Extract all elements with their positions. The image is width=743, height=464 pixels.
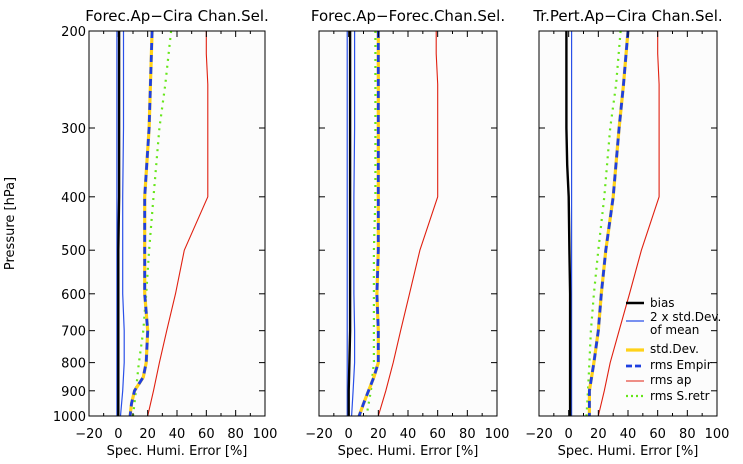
x-tick-label: 20	[139, 427, 156, 442]
x-tick-label: 40	[400, 427, 417, 442]
x-tick-label: 0	[114, 427, 122, 442]
x-tick-label: 40	[620, 427, 637, 442]
x-tick-label: −20	[75, 427, 102, 442]
y-tick-label: 500	[61, 244, 86, 259]
x-tick-label: −20	[525, 427, 552, 442]
x-tick-label: 20	[590, 427, 607, 442]
series-line	[119, 31, 125, 417]
x-tick-label: 100	[705, 427, 730, 442]
x-tick-label: 60	[198, 427, 215, 442]
panel-title: Forec.Ap−Cira Chan.Sel.	[85, 7, 269, 25]
x-tick-label: 0	[565, 427, 573, 442]
x-tick-label: 40	[169, 427, 186, 442]
x-tick-label: 0	[345, 427, 353, 442]
x-tick-label: −20	[305, 427, 332, 442]
series-line	[365, 31, 377, 417]
series-line	[128, 30, 154, 417]
plot-area	[319, 31, 497, 416]
legend-label: of mean	[650, 323, 699, 337]
x-tick-label: 100	[485, 427, 510, 442]
legend-label: rms ap	[650, 373, 691, 387]
panel-title: Tr.Pert.Ap−Cira Chan.Sel.	[532, 7, 722, 25]
series-line	[347, 31, 352, 416]
x-tick-label: 80	[227, 427, 244, 442]
legend-label: std.Dev.	[650, 342, 699, 356]
y-axis-label: Pressure [hPa]	[3, 177, 18, 270]
y-tick-label: 600	[61, 288, 86, 303]
y-tick-label: 300	[61, 122, 86, 137]
x-tick-label: 20	[370, 427, 387, 442]
y-tick-label: 1000	[53, 410, 86, 425]
legend-label: bias	[650, 296, 675, 310]
y-tick-label: 400	[61, 191, 86, 206]
x-axis-label: Spec. Humi. Error [%]	[107, 444, 248, 459]
x-tick-label: 60	[429, 427, 446, 442]
x-tick-label: 80	[679, 427, 696, 442]
y-tick-label: 800	[61, 357, 86, 372]
legend-label: rms Empir	[650, 358, 712, 372]
x-axis-label: Spec. Humi. Error [%]	[338, 444, 479, 459]
series-line	[147, 31, 209, 417]
x-axis-label: Spec. Humi. Error [%]	[558, 444, 699, 459]
series-line	[357, 31, 380, 417]
x-tick-label: 80	[459, 427, 476, 442]
series-line	[597, 31, 660, 417]
series-line	[351, 31, 356, 417]
x-tick-label: 100	[253, 427, 278, 442]
panel-title: Forec.Ap−Forec.Chan.Sel.	[311, 7, 505, 25]
series-line	[588, 30, 630, 416]
series-line	[117, 31, 121, 416]
y-tick-label: 900	[61, 385, 86, 400]
y-tick-label: 700	[61, 325, 86, 340]
x-tick-label: 60	[649, 427, 666, 442]
legend-label: 2 x std.Dev.	[650, 310, 721, 324]
series-line	[565, 31, 572, 416]
series-line	[377, 31, 439, 417]
y-tick-label: 200	[61, 25, 86, 40]
plot-area	[89, 31, 265, 416]
legend-label: rms S.retr	[650, 389, 710, 403]
